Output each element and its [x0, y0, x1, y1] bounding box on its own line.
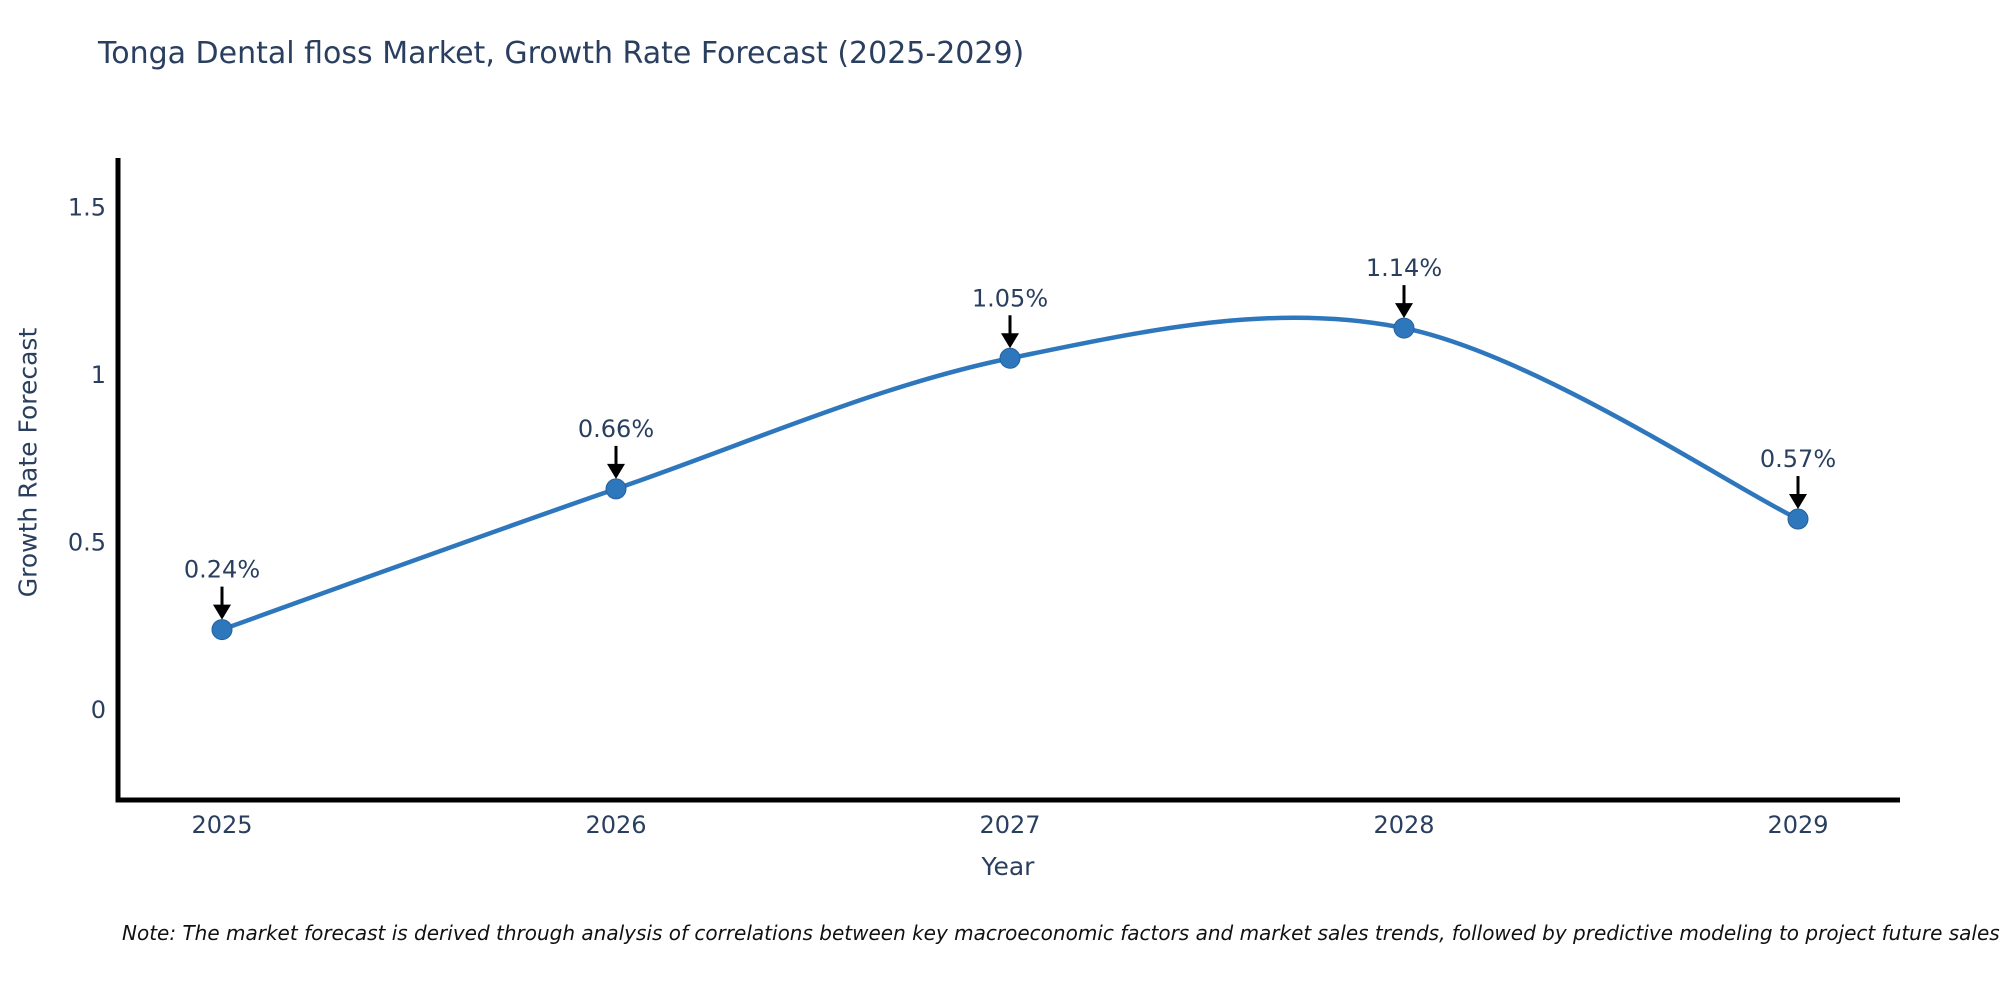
annotation-label: 0.66%: [578, 415, 654, 443]
annotation-arrow-head: [1395, 303, 1413, 319]
y-tick-label: 0: [91, 696, 106, 724]
annotation-arrow-head: [1789, 494, 1807, 510]
y-axis-title: Growth Rate Forecast: [13, 327, 43, 598]
data-point-marker[interactable]: [999, 347, 1021, 369]
annotation-label: 0.24%: [184, 556, 260, 584]
y-tick-label: 1: [91, 361, 106, 389]
y-tick-label: 0.5: [68, 529, 106, 557]
x-tick-label: 2026: [585, 811, 646, 839]
annotation-arrow-head: [213, 604, 231, 620]
x-tick-label: 2027: [979, 811, 1040, 839]
chart-title: Tonga Dental floss Market, Growth Rate F…: [98, 36, 1025, 71]
x-tick-label: 2029: [1767, 811, 1828, 839]
y-tick-label: 1.5: [68, 194, 106, 222]
annotation-arrow-head: [1001, 333, 1019, 349]
annotation-label: 0.57%: [1760, 445, 1836, 473]
x-tick-label: 2025: [191, 811, 252, 839]
footnote: Note: The market forecast is derived thr…: [122, 921, 2000, 945]
x-tick-label: 2028: [1373, 811, 1434, 839]
annotation-label: 1.14%: [1366, 254, 1442, 282]
data-point-marker[interactable]: [1787, 508, 1809, 530]
data-point-marker[interactable]: [211, 619, 233, 641]
data-point-marker[interactable]: [1393, 317, 1415, 339]
x-axis-title: Year: [981, 852, 1035, 881]
annotation-label: 1.05%: [972, 284, 1048, 312]
annotation-arrow-head: [607, 463, 625, 479]
data-point-marker[interactable]: [605, 478, 627, 500]
